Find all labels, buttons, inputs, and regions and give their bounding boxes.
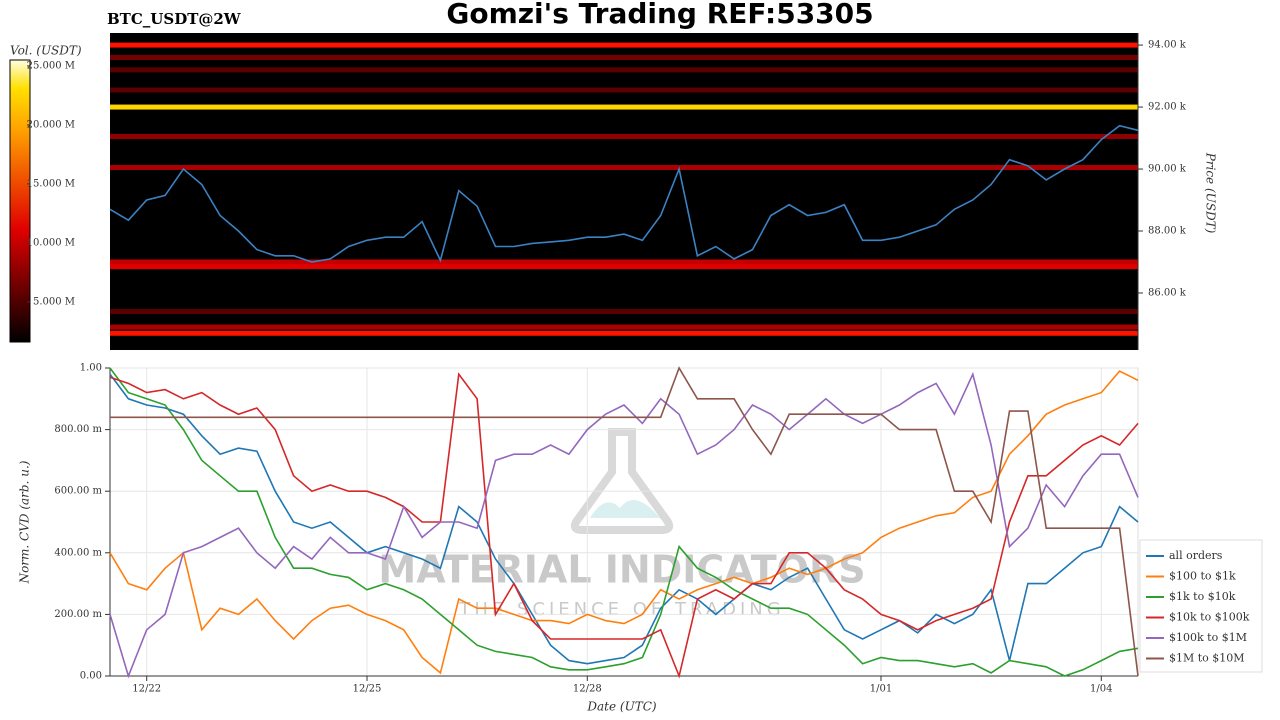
- colorbar-tick-label: 15.000 M: [27, 178, 75, 189]
- cvd-line: [109, 367, 1139, 677]
- volume-band: [110, 164, 1138, 170]
- y-tick-label: 0.00: [80, 671, 102, 682]
- watermark-sub: THE SCIENCE OF TRADING: [458, 599, 784, 620]
- volume-band: [110, 330, 1138, 336]
- colorbar-tick-label: 20.000 M: [27, 119, 75, 130]
- x-axis-label: Date (UTC): [586, 700, 656, 714]
- y-tick-label: 600.00 m: [54, 486, 102, 497]
- cvd-line: [110, 366, 1139, 677]
- y-axis-label: Price (USDT): [1204, 152, 1218, 234]
- volume-band: [110, 104, 1138, 110]
- cvd-line: [109, 372, 1139, 679]
- legend-label: $1M to $10M: [1169, 652, 1245, 665]
- volume-band: [110, 259, 1138, 265]
- legend-label: $1k to $10k: [1169, 590, 1236, 603]
- volume-band: [110, 309, 1138, 315]
- heatmap-bg: [110, 33, 1138, 350]
- x-tick-label: 12/25: [353, 684, 382, 695]
- x-tick-label: 12/28: [573, 684, 602, 695]
- colorbar-tick-label: 25.000 M: [27, 60, 75, 71]
- colorbar-tick-label: 10.000 M: [27, 237, 75, 248]
- y-tick-label: 800.00 m: [54, 424, 102, 435]
- volume-band: [110, 87, 1138, 93]
- legend: all orders $100 to $1k $1k to $10k $10k to …: [1139, 539, 1263, 673]
- y-tick-label: 90.00 k: [1148, 164, 1187, 175]
- colorbar-label: Vol. (USDT): [10, 44, 82, 58]
- volume-band: [110, 133, 1138, 139]
- watermark-icon: [570, 428, 674, 534]
- y-tick-label: 400.00 m: [54, 547, 102, 558]
- legend-box: [1139, 539, 1263, 673]
- legend-label: $10k to $100k: [1169, 611, 1250, 624]
- legend-label: all orders: [1169, 549, 1223, 562]
- x-tick-label: 1/04: [1090, 684, 1112, 695]
- colorbar: [9, 59, 31, 343]
- cvd-line: [109, 373, 1139, 665]
- legend-label: $100k to $1M: [1169, 631, 1247, 644]
- y-tick-label: 92.00 k: [1148, 102, 1187, 113]
- y-tick-label: 86.00 k: [1148, 287, 1187, 298]
- y-tick-label: 94.00 k: [1148, 40, 1187, 51]
- symbol: BTC_USDT@2W: [107, 10, 242, 28]
- cvd-line: [109, 371, 1139, 679]
- x-tick-label: 1/01: [870, 684, 892, 695]
- watermark: MATERIAL INDICATORS: [378, 548, 865, 592]
- volume-band: [110, 324, 1138, 330]
- cvd-line: [109, 370, 1139, 675]
- y-tick-label: 200.00 m: [54, 609, 102, 620]
- x-tick-label: 12/22: [132, 684, 161, 695]
- y-tick-label: 88.00 k: [1148, 226, 1187, 237]
- y-axis-label: Norm. CVD (arb. u.): [18, 460, 32, 584]
- colorbar-tick-label: 5.000 M: [33, 296, 75, 307]
- price-line: [109, 124, 1139, 263]
- page-title: Gomzi's Trading REF:53305: [446, 0, 873, 30]
- volume-band: [110, 54, 1138, 60]
- y-tick-label: 1.00: [80, 363, 102, 374]
- volume-band: [110, 42, 1138, 48]
- legend-label: $100 to $1k: [1169, 570, 1236, 583]
- volume-band: [110, 264, 1138, 270]
- volume-band: [110, 67, 1138, 73]
